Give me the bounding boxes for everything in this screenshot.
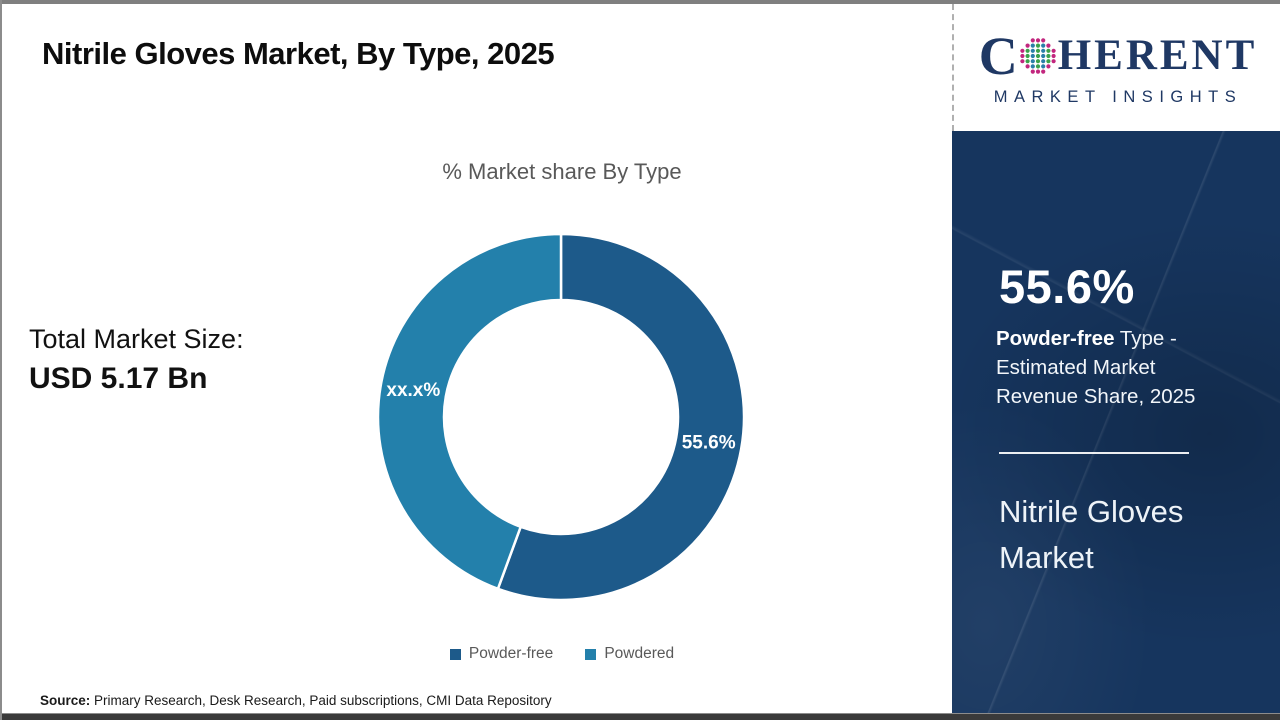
company-logo: C HERENT MARKET INSIGHTS — [952, 4, 1280, 131]
right-sidebar: 55.6% Powder-free Type - Estimated Marke… — [952, 131, 1280, 713]
legend-item-powder-free: Powder-free — [449, 645, 554, 663]
chart-legend: Powder-free Powdered — [312, 645, 812, 663]
market-name-line1: Nitrile Gloves — [999, 494, 1184, 529]
logo-word-rest: HERENT — [1057, 32, 1258, 79]
sidebar-stat-description: Powder-free Type - Estimated Market Reve… — [996, 324, 1236, 411]
logo-wordmark: C HERENT — [979, 29, 1258, 83]
svg-text:xx.x%: xx.x% — [386, 380, 440, 401]
source-text: Primary Research, Desk Research, Paid su… — [90, 693, 552, 708]
source-citation: Source: Primary Research, Desk Research,… — [40, 693, 552, 708]
legend-item-powdered: Powdered — [585, 645, 674, 663]
sidebar-desc-line3: Revenue Share, 2025 — [996, 385, 1196, 408]
sidebar-stat-value: 55.6% — [999, 260, 1135, 313]
sidebar-desc-bold: Powder-free — [996, 327, 1115, 350]
source-label: Source: — [40, 693, 91, 708]
total-market-size-value: USD 5.17 Bn — [29, 362, 208, 395]
sidebar-desc-rest: Type - — [1114, 327, 1177, 350]
bottom-border-bar — [2, 713, 1280, 720]
sidebar-divider — [999, 452, 1189, 454]
globe-icon — [1019, 37, 1056, 74]
logo-subtitle: MARKET INSIGHTS — [993, 87, 1243, 106]
market-name-line2: Market — [999, 540, 1094, 575]
chart-title: % Market share By Type — [442, 159, 682, 184]
svg-text:55.6%: 55.6% — [682, 432, 736, 453]
legend-swatch-powdered — [585, 648, 597, 660]
page-title: Nitrile Gloves Market, By Type, 2025 — [42, 36, 555, 71]
legend-label-powdered: Powdered — [604, 645, 675, 662]
total-market-size-block: Total Market Size: USD 5.17 Bn — [29, 324, 244, 396]
top-border-bar — [2, 0, 1280, 4]
total-market-size-label: Total Market Size: — [29, 324, 244, 354]
sidebar-market-name: Nitrile Gloves Market — [999, 489, 1249, 581]
sidebar-desc-line2: Estimated Market — [996, 356, 1156, 379]
legend-label-powder-free: Powder-free — [468, 645, 554, 662]
logo-letter-c: C — [978, 25, 1018, 86]
legend-swatch-powder-free — [449, 648, 461, 660]
donut-chart: 55.6% xx.x% — [371, 227, 751, 607]
